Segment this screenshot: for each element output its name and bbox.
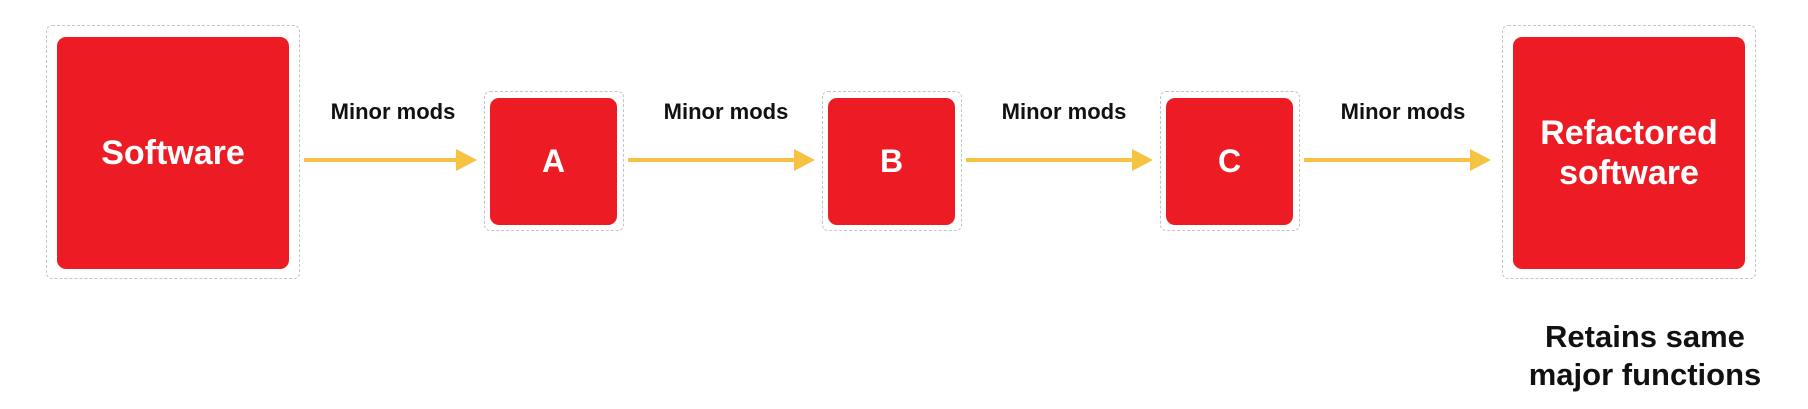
arrow-c-to-refactored	[1304, 149, 1491, 171]
node-a: A	[490, 98, 617, 225]
software-frame	[46, 25, 300, 279]
node-c-label: C	[1217, 143, 1242, 179]
refactored-frame	[1502, 25, 1756, 279]
refactored-software-node: Refactored software	[1513, 37, 1745, 269]
node-c: C	[1166, 98, 1293, 225]
arrow-software-to-a	[304, 149, 477, 171]
edge-label-4: Minor mods	[1340, 99, 1466, 124]
software-node: Software	[57, 37, 289, 269]
edge-label-3: Minor mods	[1001, 99, 1127, 124]
edge-label-1: Minor mods	[330, 99, 456, 124]
arrow-b-to-c	[966, 149, 1153, 171]
node-b: B	[828, 98, 955, 225]
a-frame	[484, 91, 624, 231]
edge-label-2: Minor mods	[663, 99, 789, 124]
caption-line2: major functions	[1528, 357, 1762, 392]
b-frame	[822, 91, 962, 231]
software-node-label: Software	[101, 134, 245, 172]
caption-line1: Retains same	[1545, 319, 1745, 354]
node-a-label: A	[541, 143, 566, 179]
arrow-a-to-b	[628, 149, 815, 171]
refactored-node-line1: Refactored	[1540, 114, 1718, 152]
c-frame	[1160, 91, 1300, 231]
refactored-node-line2: software	[1559, 154, 1699, 192]
caption: Retains same major functions	[1490, 318, 1800, 394]
node-b-label: B	[879, 143, 904, 179]
